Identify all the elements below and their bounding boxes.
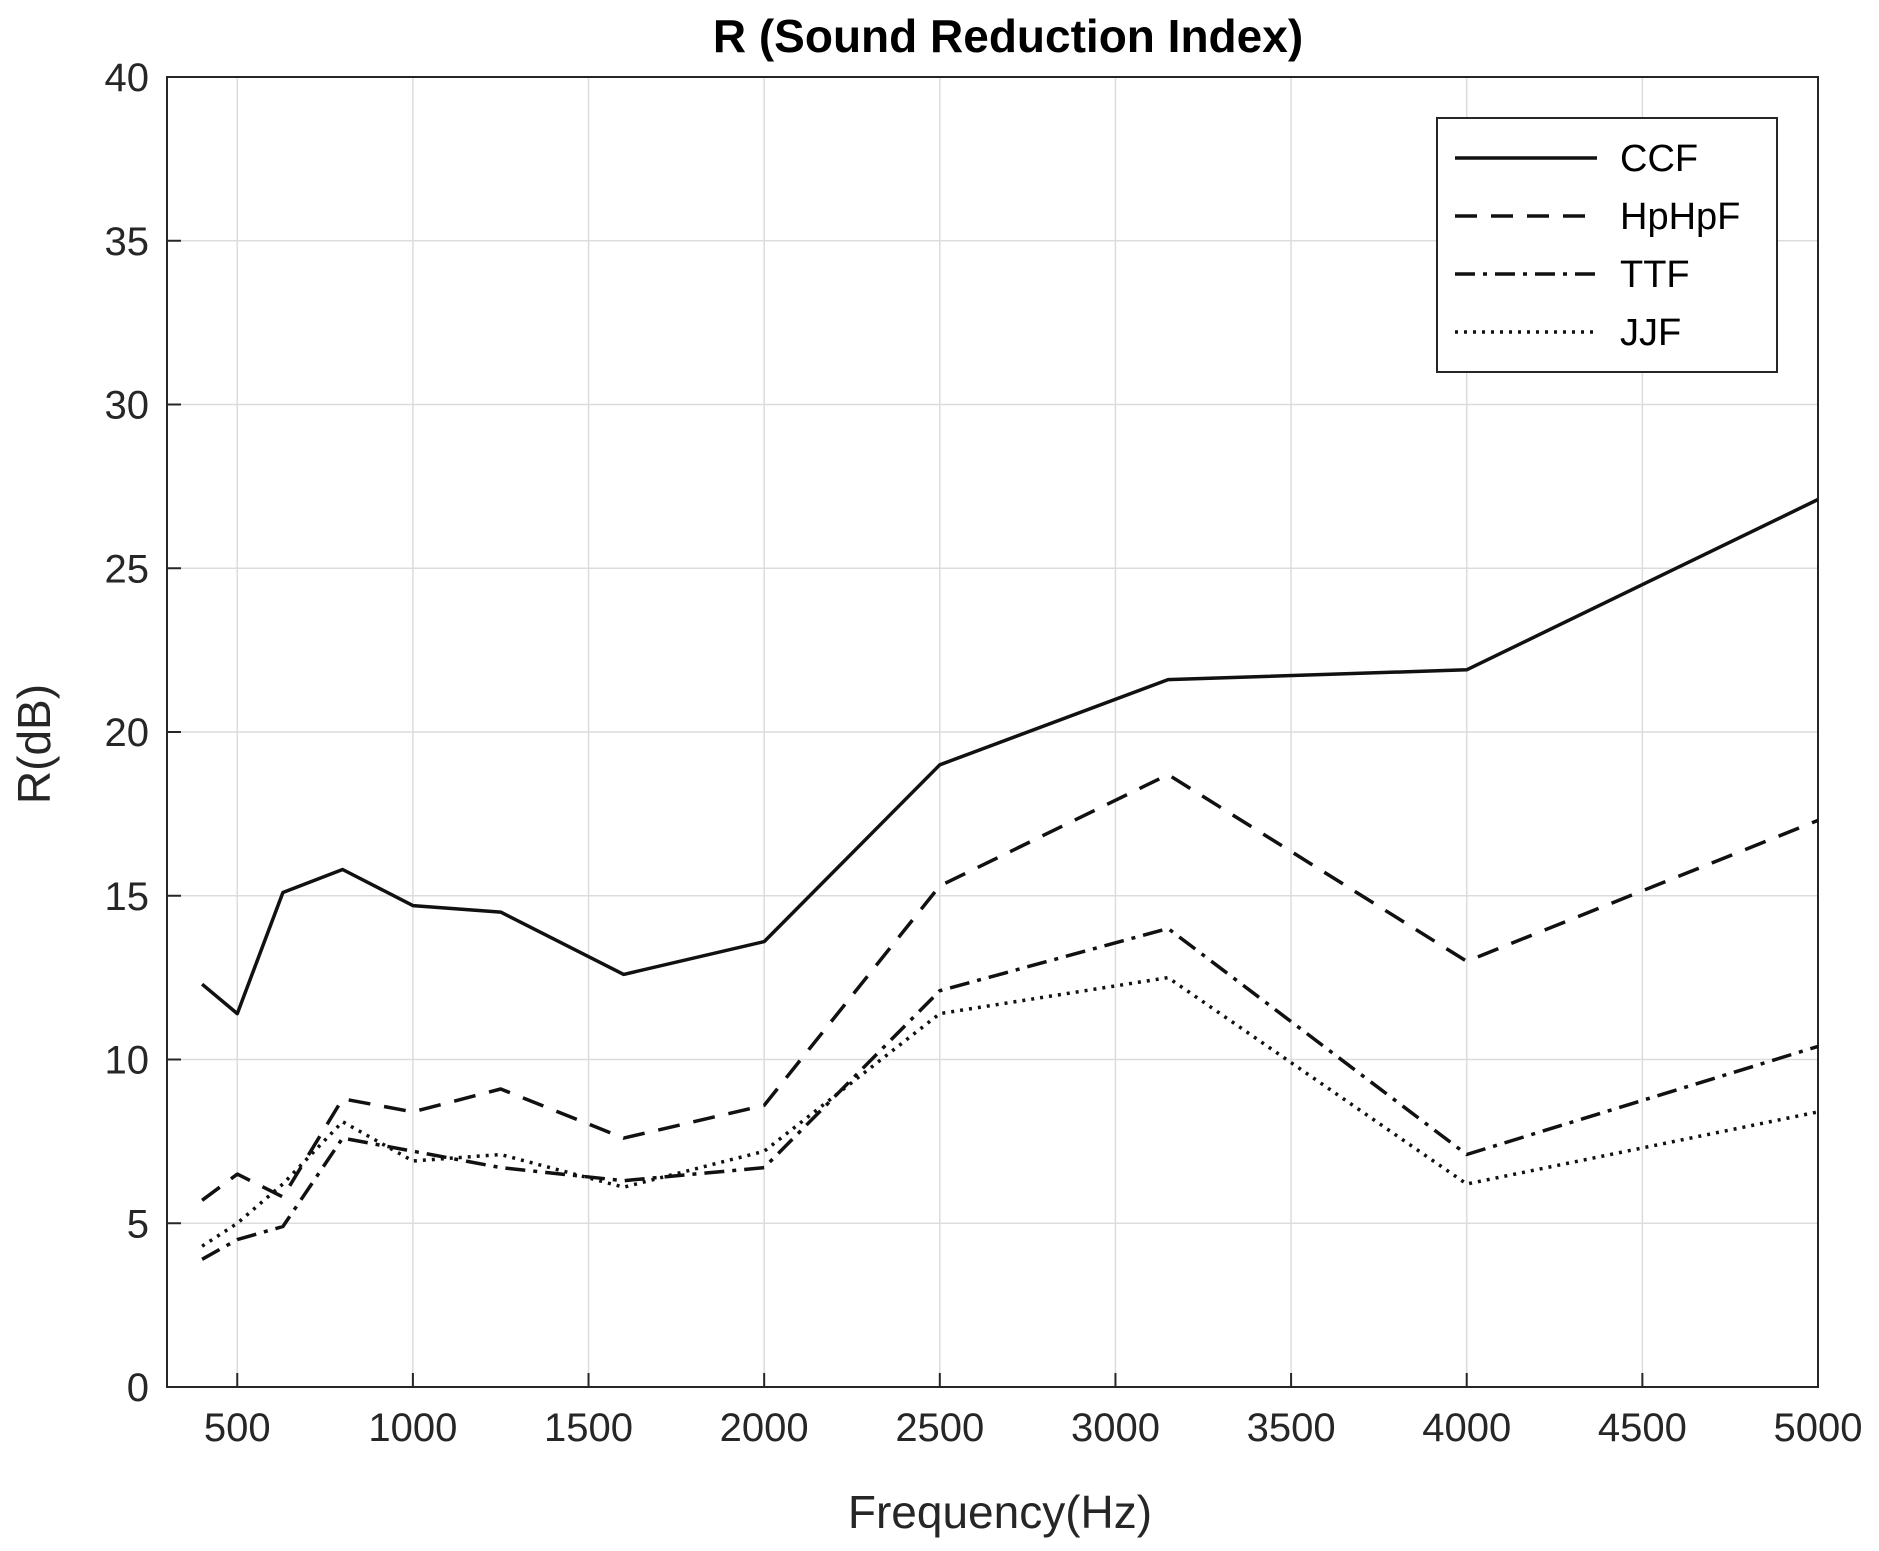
plot-frame xyxy=(166,76,1819,1388)
series-line-ccf xyxy=(200,497,1819,1016)
y-tick-labels: 0 5 10 15 20 25 30 35 40 xyxy=(105,56,150,1410)
chart-title: R (Sound Reduction Index) xyxy=(713,10,1303,62)
x-tick-label: 3500 xyxy=(1247,1406,1336,1450)
y-tick-label: 30 xyxy=(105,384,150,428)
data-lines xyxy=(200,497,1819,1261)
y-tick-label: 25 xyxy=(105,547,150,591)
y-tick-label: 15 xyxy=(105,875,150,919)
x-axis-label: Frequency(Hz) xyxy=(848,1486,1152,1538)
y-tick-label: 5 xyxy=(127,1202,149,1246)
y-tick-label: 0 xyxy=(127,1366,149,1410)
x-tick-label: 2000 xyxy=(720,1406,809,1450)
x-tick-label: 1500 xyxy=(544,1406,633,1450)
x-tick-labels: 500 1000 1500 2000 2500 3000 3500 4000 4500 5000 xyxy=(204,1406,1863,1450)
legend-label: TTF xyxy=(1620,254,1690,296)
series-line-hphpf xyxy=(201,772,1819,1202)
series-line-ttf xyxy=(201,926,1819,1261)
x-tick-label: 1000 xyxy=(368,1406,457,1450)
grid xyxy=(167,76,1819,1388)
x-tick-label: 2500 xyxy=(895,1406,984,1450)
x-tick-label: 5000 xyxy=(1774,1406,1863,1450)
legend-box xyxy=(1436,117,1778,373)
y-tick-label: 10 xyxy=(105,1039,150,1083)
y-tick-label: 40 xyxy=(105,56,150,100)
legend: CCF HpHpF TTF JJF xyxy=(1436,117,1778,373)
x-tick-label: 3000 xyxy=(1071,1406,1160,1450)
x-tick-label: 4500 xyxy=(1598,1406,1687,1450)
legend-label: HpHpF xyxy=(1620,196,1740,238)
x-tick-label: 500 xyxy=(204,1406,271,1450)
series-line-jjf xyxy=(201,975,1819,1248)
y-tick-label: 35 xyxy=(105,220,150,264)
legend-label: CCF xyxy=(1620,138,1698,180)
x-tick-label: 4000 xyxy=(1422,1406,1511,1450)
y-axis-label: R(dB) xyxy=(8,684,60,804)
y-tick-label: 20 xyxy=(105,711,150,755)
legend-label: JJF xyxy=(1620,312,1681,354)
